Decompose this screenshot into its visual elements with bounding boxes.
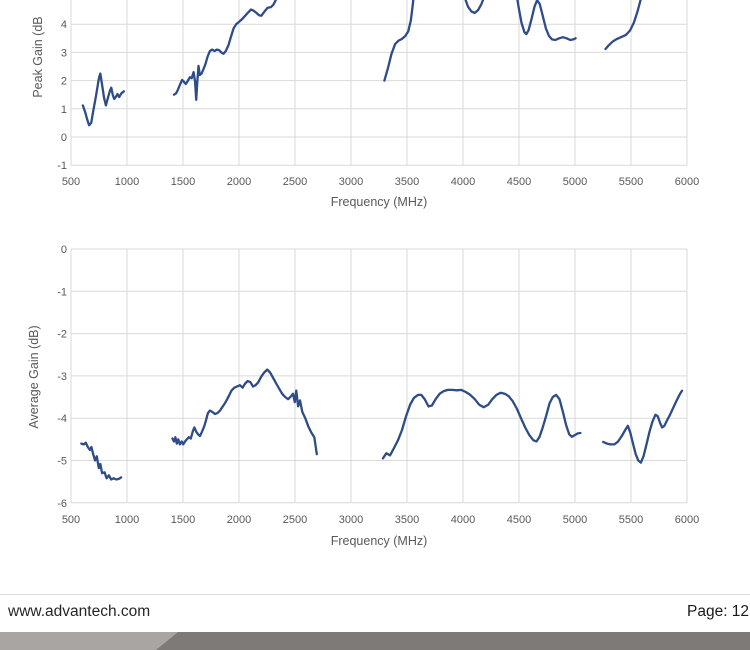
- y-tick-label: -1: [57, 286, 67, 298]
- x-tick-label: 500: [62, 514, 80, 526]
- x-tick-label: 5000: [563, 514, 587, 526]
- bottom-bar: [0, 632, 750, 650]
- series-line-segment_1: [80, 441, 123, 481]
- series-line-segment_3: [381, 388, 582, 460]
- y-tick-label: 2: [61, 76, 67, 88]
- x-tick-label: 2000: [227, 176, 251, 188]
- footer-website-link[interactable]: www.advantech.com: [8, 603, 151, 620]
- y-tick-label: 4: [61, 19, 67, 31]
- x-tick-label: 3000: [339, 514, 363, 526]
- series-line-segment_1: [81, 72, 126, 127]
- y-tick-label: -3: [57, 371, 67, 383]
- x-axis-title: Frequency (MHz): [331, 534, 428, 548]
- y-tick-label: -4: [57, 413, 67, 425]
- y-tick-label: -5: [57, 456, 67, 468]
- series-line-segment_3: [383, 0, 577, 82]
- series-line-segment_4: [604, 0, 642, 51]
- x-tick-label: 5500: [619, 514, 643, 526]
- y-tick-label: -6: [57, 498, 67, 510]
- x-tick-label: 6000: [675, 514, 699, 526]
- average-gain-chart: 500 1000 1500 2000 2500 3000 3500 4000 4500 5000 5…: [27, 244, 699, 548]
- x-tick-label: 3000: [339, 176, 363, 188]
- y-tick-label: -1: [57, 160, 67, 172]
- y-tick-label: 0: [61, 244, 67, 256]
- x-tick-label: 4000: [451, 514, 475, 526]
- series-line-segment_2: [171, 368, 318, 456]
- footer-divider: [0, 594, 750, 595]
- y-axis-title: Peak Gain (dB: [31, 16, 45, 97]
- series-line-segment_4: [602, 389, 684, 464]
- y-axis-title: Average Gain (dB): [27, 325, 41, 428]
- x-tick-label: 3500: [395, 514, 419, 526]
- x-tick-label: 2000: [227, 514, 251, 526]
- footer-page-number: Page: 12: [687, 603, 750, 620]
- x-tick-label: 6000: [675, 176, 699, 188]
- y-tick-label: 1: [61, 104, 67, 116]
- x-tick-label: 1500: [171, 514, 195, 526]
- x-tick-label: 4000: [451, 176, 475, 188]
- x-tick-label: 5000: [563, 176, 587, 188]
- x-tick-label: 2500: [283, 176, 307, 188]
- y-tick-label: -2: [57, 329, 67, 341]
- y-tick-label: 3: [61, 47, 67, 59]
- series-line-segment_2: [172, 0, 277, 101]
- x-tick-label: 1000: [115, 176, 139, 188]
- x-axis-title: Frequency (MHz): [331, 195, 428, 209]
- y-tick-label: 0: [61, 132, 67, 144]
- x-tick-label: 4500: [507, 514, 531, 526]
- x-tick-label: 5500: [619, 176, 643, 188]
- y-tick-label: 5: [61, 0, 67, 3]
- peak-gain-chart: 500 1000 1500 2000 2500 3000 3500 4000 4500 5000 5…: [31, 0, 699, 209]
- x-tick-label: 3500: [395, 176, 419, 188]
- bottom-bar-dark-section: [156, 632, 750, 650]
- x-tick-label: 1000: [115, 514, 139, 526]
- x-tick-label: 1500: [171, 176, 195, 188]
- x-tick-label: 4500: [507, 176, 531, 188]
- x-tick-label: 500: [62, 176, 80, 188]
- x-tick-label: 2500: [283, 514, 307, 526]
